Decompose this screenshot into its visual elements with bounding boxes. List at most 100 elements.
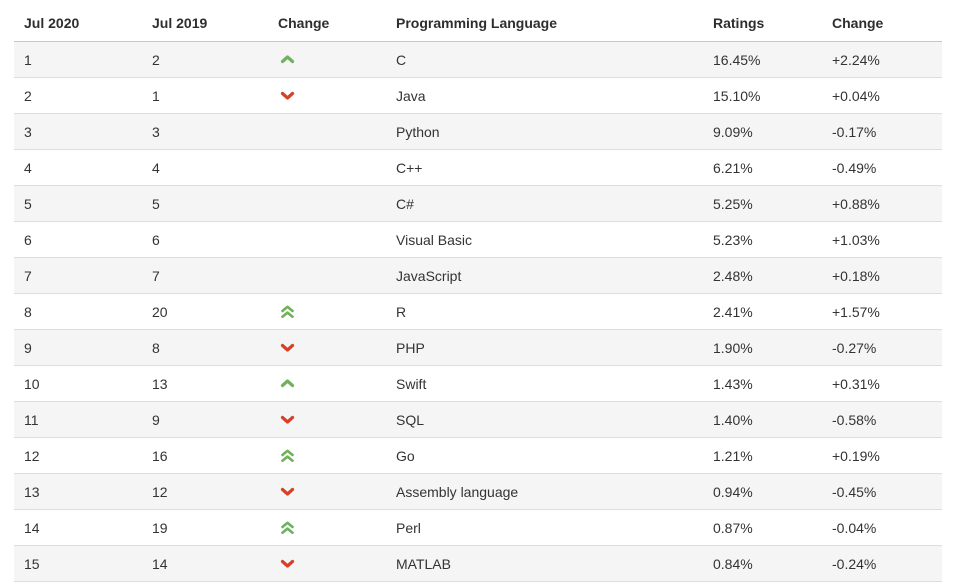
rank-2020-cell: 4 bbox=[14, 149, 142, 186]
rank-2019-cell: 1 bbox=[142, 77, 268, 114]
rank-change-cell bbox=[268, 113, 386, 150]
rating-cell: 1.43% bbox=[703, 365, 822, 402]
rating-change-cell: +0.04% bbox=[822, 77, 942, 114]
chevron-down-icon bbox=[280, 91, 295, 100]
rating-change-cell: +0.19% bbox=[822, 437, 942, 474]
rank-2020-cell: 11 bbox=[14, 401, 142, 438]
rating-cell: 0.94% bbox=[703, 473, 822, 510]
rank-change-cell bbox=[268, 257, 386, 294]
rank-2020-cell: 7 bbox=[14, 257, 142, 294]
rating-change-cell: +0.18% bbox=[822, 257, 942, 294]
rank-2020-cell: 15 bbox=[14, 545, 142, 582]
rank-2020-cell: 12 bbox=[14, 437, 142, 474]
language-ranking-table: Jul 2020 Jul 2019 Change Programming Lan… bbox=[14, 6, 942, 582]
rank-2020-cell: 1 bbox=[14, 41, 142, 78]
rank-2019-cell: 9 bbox=[142, 401, 268, 438]
rating-cell: 1.21% bbox=[703, 437, 822, 474]
rating-change-cell: +0.31% bbox=[822, 365, 942, 402]
table-header-row: Jul 2020 Jul 2019 Change Programming Lan… bbox=[14, 6, 942, 42]
table-row: 1 2 C 16.45% +2.24% bbox=[14, 41, 942, 78]
language-name-cell: Go bbox=[386, 437, 703, 474]
chevron-up-icon bbox=[280, 379, 295, 388]
rank-2019-cell: 3 bbox=[142, 113, 268, 150]
rank-2019-cell: 7 bbox=[142, 257, 268, 294]
rank-change-cell bbox=[268, 293, 386, 330]
rank-change-cell bbox=[268, 149, 386, 186]
rank-2020-cell: 8 bbox=[14, 293, 142, 330]
chevron-down-icon bbox=[280, 415, 295, 424]
rank-2019-cell: 13 bbox=[142, 365, 268, 402]
table-row: 12 16 Go 1.21% +0.19% bbox=[14, 437, 942, 474]
rank-change-cell bbox=[268, 41, 386, 78]
rating-change-cell: +1.57% bbox=[822, 293, 942, 330]
rank-2020-cell: 5 bbox=[14, 185, 142, 222]
column-header-ratings-change: Change bbox=[822, 6, 942, 42]
rank-2019-cell: 12 bbox=[142, 473, 268, 510]
rating-change-cell: -0.58% bbox=[822, 401, 942, 438]
rank-change-cell bbox=[268, 221, 386, 258]
rating-cell: 2.41% bbox=[703, 293, 822, 330]
rank-2020-cell: 13 bbox=[14, 473, 142, 510]
rank-change-cell bbox=[268, 509, 386, 546]
rating-change-cell: -0.45% bbox=[822, 473, 942, 510]
table-row: 8 20 R 2.41% +1.57% bbox=[14, 293, 942, 330]
table-row: 3 3 Python 9.09% -0.17% bbox=[14, 113, 942, 150]
table-row: 7 7 JavaScript 2.48% +0.18% bbox=[14, 257, 942, 294]
language-name-cell: Assembly language bbox=[386, 473, 703, 510]
rating-change-cell: -0.17% bbox=[822, 113, 942, 150]
rating-cell: 1.40% bbox=[703, 401, 822, 438]
rating-cell: 0.84% bbox=[703, 545, 822, 582]
rating-cell: 9.09% bbox=[703, 113, 822, 150]
rating-change-cell: -0.04% bbox=[822, 509, 942, 546]
rank-change-cell bbox=[268, 545, 386, 582]
rank-2020-cell: 6 bbox=[14, 221, 142, 258]
rank-change-cell bbox=[268, 365, 386, 402]
rank-2020-cell: 3 bbox=[14, 113, 142, 150]
chevron-double-up-icon bbox=[281, 449, 294, 462]
table-row: 11 9 SQL 1.40% -0.58% bbox=[14, 401, 942, 438]
table-row: 6 6 Visual Basic 5.23% +1.03% bbox=[14, 221, 942, 258]
rank-2019-cell: 14 bbox=[142, 545, 268, 582]
column-header-jul-2019: Jul 2019 bbox=[142, 6, 268, 42]
rating-cell: 5.25% bbox=[703, 185, 822, 222]
rating-cell: 5.23% bbox=[703, 221, 822, 258]
rank-2019-cell: 16 bbox=[142, 437, 268, 474]
language-name-cell: Visual Basic bbox=[386, 221, 703, 258]
rating-cell: 6.21% bbox=[703, 149, 822, 186]
rank-2019-cell: 4 bbox=[142, 149, 268, 186]
rank-2020-cell: 2 bbox=[14, 77, 142, 114]
rating-change-cell: -0.27% bbox=[822, 329, 942, 366]
rating-change-cell: +1.03% bbox=[822, 221, 942, 258]
table-row: 5 5 C# 5.25% +0.88% bbox=[14, 185, 942, 222]
rating-cell: 16.45% bbox=[703, 41, 822, 78]
table-row: 14 19 Perl 0.87% -0.04% bbox=[14, 509, 942, 546]
rating-change-cell: -0.49% bbox=[822, 149, 942, 186]
table-row: 13 12 Assembly language 0.94% -0.45% bbox=[14, 473, 942, 510]
chevron-down-icon bbox=[280, 559, 295, 568]
rank-change-cell bbox=[268, 473, 386, 510]
rating-cell: 0.87% bbox=[703, 509, 822, 546]
rank-2019-cell: 6 bbox=[142, 221, 268, 258]
rank-2019-cell: 5 bbox=[142, 185, 268, 222]
table-row: 2 1 Java 15.10% +0.04% bbox=[14, 77, 942, 114]
language-name-cell: R bbox=[386, 293, 703, 330]
column-header-ratings: Ratings bbox=[703, 6, 822, 42]
chevron-double-up-icon bbox=[281, 305, 294, 318]
rating-cell: 1.90% bbox=[703, 329, 822, 366]
chevron-double-up-icon bbox=[281, 521, 294, 534]
language-name-cell: PHP bbox=[386, 329, 703, 366]
chevron-up-icon bbox=[280, 55, 295, 64]
language-name-cell: Perl bbox=[386, 509, 703, 546]
rating-change-cell: +0.88% bbox=[822, 185, 942, 222]
table-row: 9 8 PHP 1.90% -0.27% bbox=[14, 329, 942, 366]
language-name-cell: MATLAB bbox=[386, 545, 703, 582]
column-header-programming-language: Programming Language bbox=[386, 6, 703, 42]
chevron-down-icon bbox=[280, 487, 295, 496]
column-header-jul-2020: Jul 2020 bbox=[14, 6, 142, 42]
language-name-cell: C bbox=[386, 41, 703, 78]
language-name-cell: JavaScript bbox=[386, 257, 703, 294]
rating-cell: 15.10% bbox=[703, 77, 822, 114]
rank-2020-cell: 14 bbox=[14, 509, 142, 546]
language-name-cell: SQL bbox=[386, 401, 703, 438]
